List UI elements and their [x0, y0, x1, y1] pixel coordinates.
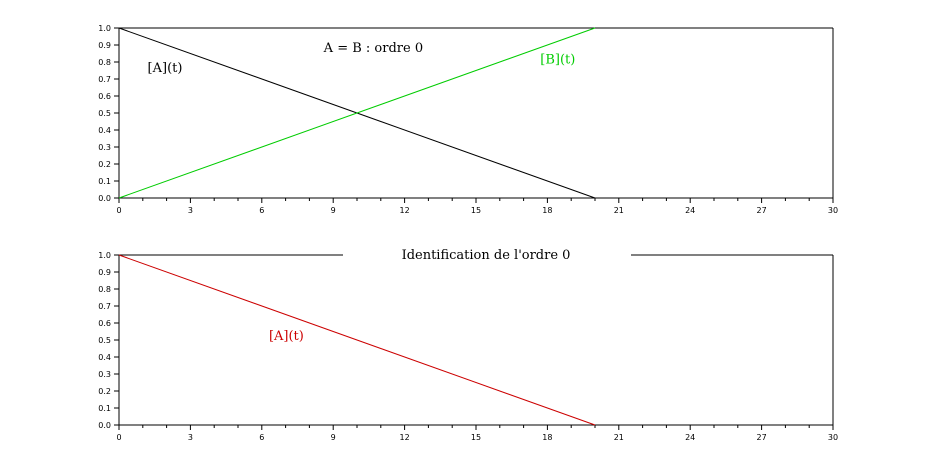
bottom-x-tick-label: 9 — [331, 433, 336, 442]
top-y-tick-label: 0.4 — [98, 126, 111, 135]
top-x-tick-label: 12 — [400, 206, 410, 215]
bottom-y-tick-label: 0.1 — [98, 404, 111, 413]
top-x-tick-label: 18 — [542, 206, 552, 215]
top-x-tick-label: 30 — [828, 206, 838, 215]
top-y-tick-label: 1.0 — [98, 24, 111, 33]
top-y-tick-label: 0.5 — [98, 109, 111, 118]
bottom-y-tick-label: 0.3 — [98, 370, 111, 379]
bottom-x-tick-label: 27 — [757, 433, 767, 442]
bottom-x-tick-label: 0 — [116, 433, 121, 442]
bottom-y-tick-label: 0.2 — [98, 387, 111, 396]
bottom-y-tick-label: 0.8 — [98, 285, 111, 294]
top-x-tick-label: 9 — [331, 206, 336, 215]
bottom-y-tick-label: 0.7 — [98, 302, 111, 311]
bottom-x-tick-label: 21 — [614, 433, 624, 442]
bottom-y-tick-label: 0.9 — [98, 268, 111, 277]
top-x-tick-label: 3 — [188, 206, 193, 215]
bottom-x-tick-label: 24 — [685, 433, 695, 442]
top-y-tick-label: 0.7 — [98, 75, 111, 84]
top-x-tick-label: 21 — [614, 206, 624, 215]
top-y-tick-label: 0.2 — [98, 160, 111, 169]
bottom-x-tick-label: 30 — [828, 433, 838, 442]
top-y-tick-label: 0.0 — [98, 194, 111, 203]
bottom-y-tick-label: 0.5 — [98, 336, 111, 345]
bottom-y-tick-label: 0.4 — [98, 353, 111, 362]
bottom-x-tick-label: 18 — [542, 433, 552, 442]
bottom-chart-title: Identification de l'ordre 0 — [402, 248, 571, 263]
bottom-y-tick-label: 1.0 — [98, 251, 111, 260]
bottom-x-tick-label: 3 — [188, 433, 193, 442]
top-y-tick-label: 0.3 — [98, 143, 111, 152]
top-y-tick-label: 0.6 — [98, 92, 111, 101]
bottom-x-tick-label: 6 — [259, 433, 264, 442]
top-x-tick-label: 6 — [259, 206, 264, 215]
bottom-series-line-0 — [118, 254, 596, 426]
top-y-tick-label: 0.9 — [98, 41, 111, 50]
top-x-tick-label: 0 — [116, 206, 121, 215]
top-annotation: [A](t) — [148, 61, 183, 76]
top-y-tick-label: 0.1 — [98, 177, 111, 186]
top-annotation: [B](t) — [540, 53, 575, 68]
bottom-y-tick-label: 0.0 — [98, 421, 111, 430]
bottom-x-tick-label: 12 — [400, 433, 410, 442]
top-chart: 0 3 6 9 12 15 18 21 24 27 30 0.0 0.1 0.2 0.3 0.4 0.5 0.6 0… — [98, 24, 838, 215]
top-x-tick-label: 27 — [757, 206, 767, 215]
bottom-x-tick-label: 15 — [471, 433, 481, 442]
top-y-tick-label: 0.8 — [98, 58, 111, 67]
top-annotation: A = B : ordre 0 — [323, 41, 423, 56]
bottom-annotation: [A](t) — [269, 329, 304, 344]
bottom-title-backdrop — [343, 246, 631, 264]
bottom-chart: 0 3 6 9 12 15 18 21 24 27 30 0.0 0.1 0.2 0.3 0.4 0.5 0.6 0… — [98, 246, 838, 442]
top-x-tick-label: 15 — [471, 206, 481, 215]
bottom-y-tick-label: 0.6 — [98, 319, 111, 328]
top-series-line-1 — [118, 27, 596, 199]
top-x-tick-label: 24 — [685, 206, 695, 215]
